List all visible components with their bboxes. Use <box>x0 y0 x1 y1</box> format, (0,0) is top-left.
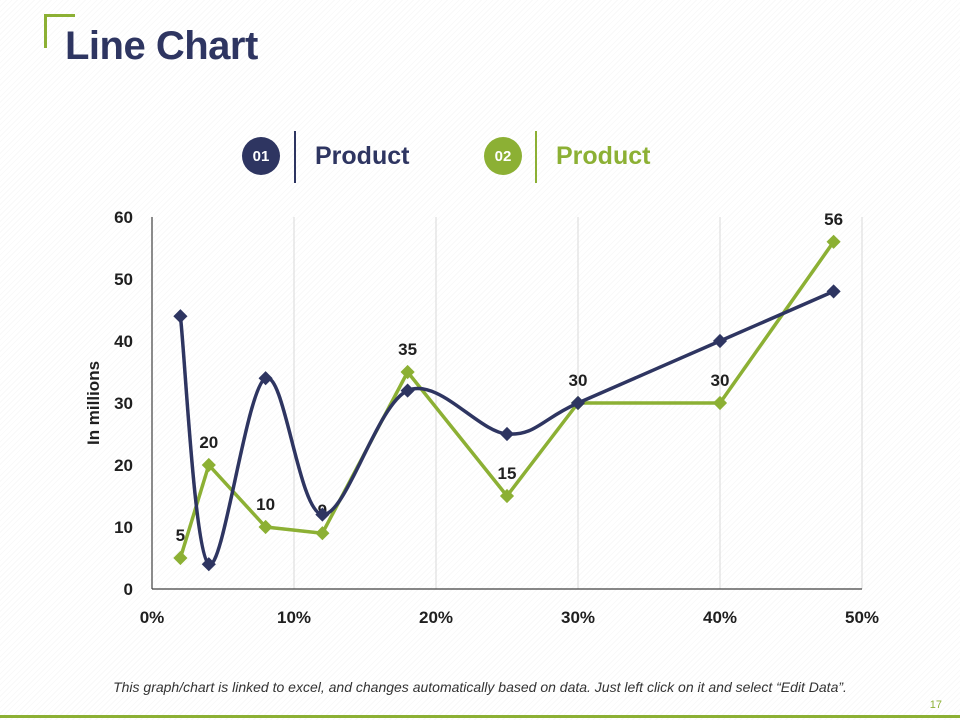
legend-divider-02 <box>535 131 537 183</box>
y-tick-label: 10 <box>114 518 133 537</box>
x-tick-label: 50% <box>845 608 879 627</box>
y-tick-label: 50 <box>114 270 133 289</box>
x-tick-label: 0% <box>140 608 165 627</box>
title-accent-horizontal <box>44 14 75 17</box>
page-number: 17 <box>929 699 942 711</box>
legend-label-02: Product <box>556 142 651 170</box>
bottom-accent-bar <box>0 715 960 718</box>
y-tick-label: 20 <box>114 456 133 475</box>
data-point-marker <box>826 234 841 249</box>
data-point-marker <box>712 333 728 349</box>
x-tick-label: 30% <box>561 608 595 627</box>
data-point-marker <box>499 426 515 442</box>
data-point-marker <box>315 526 330 541</box>
data-point-marker <box>826 284 841 299</box>
data-point-marker <box>712 395 728 411</box>
data-point-marker <box>173 550 188 566</box>
data-point-marker <box>258 519 273 535</box>
data-label: 20 <box>199 433 218 452</box>
data-label: 56 <box>824 210 843 229</box>
legend-label-01: Product <box>315 142 410 170</box>
slide-title: Line Chart <box>65 24 258 68</box>
data-point-marker <box>570 395 586 411</box>
series-line-2 <box>178 240 836 560</box>
data-label: 30 <box>711 371 730 390</box>
data-point-marker <box>400 383 415 398</box>
y-axis-label: In millions <box>84 361 103 445</box>
legend-divider-01 <box>294 131 296 183</box>
y-tick-label: 60 <box>114 208 133 227</box>
data-point-marker <box>201 557 216 572</box>
x-tick-label: 20% <box>419 608 453 627</box>
data-label: 5 <box>176 526 185 545</box>
footnote: This graph/chart is linked to excel, and… <box>113 679 847 695</box>
x-tick-label: 40% <box>703 608 737 627</box>
data-point-marker <box>173 309 188 324</box>
title-accent-vertical <box>44 14 47 48</box>
data-label: 30 <box>569 371 588 390</box>
data-label: 10 <box>256 495 275 514</box>
y-tick-label: 30 <box>114 394 133 413</box>
y-tick-label: 0 <box>124 580 133 599</box>
data-label: 15 <box>498 464 517 483</box>
data-label: 35 <box>398 340 417 359</box>
data-point-marker <box>499 488 515 504</box>
data-point-marker <box>201 457 216 473</box>
y-tick-label: 40 <box>114 332 133 351</box>
legend-badge-01: 01 <box>242 137 280 175</box>
data-point-marker <box>400 364 415 380</box>
data-point-marker <box>258 371 273 386</box>
x-tick-label: 10% <box>277 608 311 627</box>
legend-badge-02: 02 <box>484 137 522 175</box>
